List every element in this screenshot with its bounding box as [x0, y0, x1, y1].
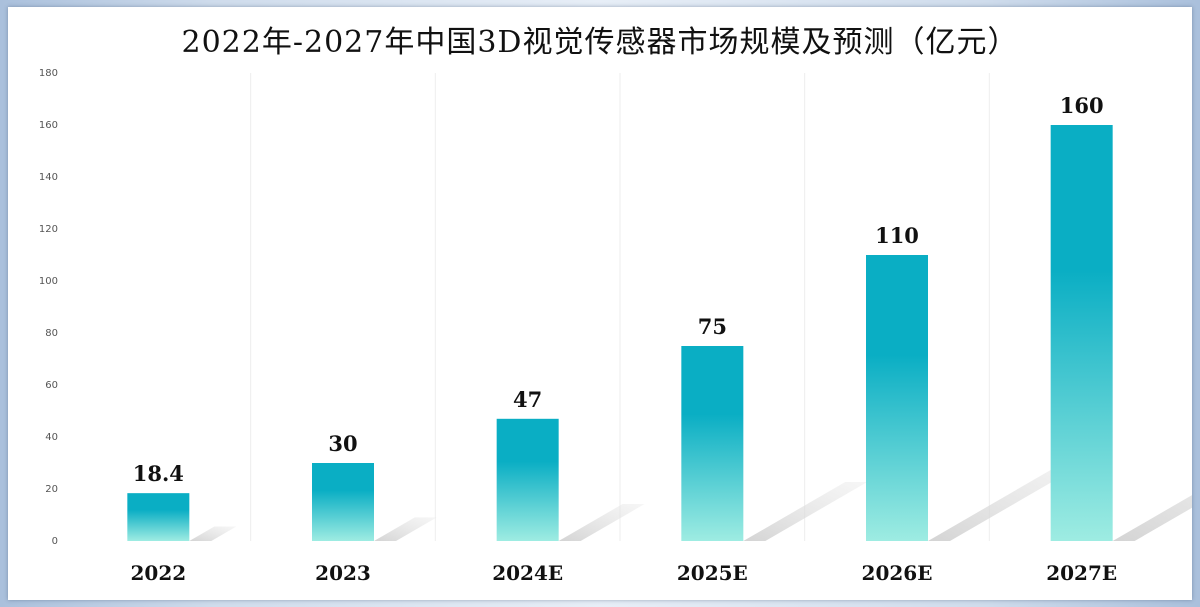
- bar-shadow: [1112, 495, 1192, 541]
- chart-title: 2022年-2027年中国3D视觉传感器市场规模及预测（亿元）: [181, 25, 1019, 60]
- chart-plate: 2022年-2027年中国3D视觉传感器市场规模及预测（亿元） 0 20 40 60 8…: [8, 7, 1192, 600]
- y-tick-label: 60: [45, 380, 58, 391]
- x-axis-ticks: 2022 2023 2024E 2025E 2026E 2027E: [130, 561, 1117, 585]
- bar-shadow: [189, 526, 237, 541]
- bar: [1050, 125, 1113, 541]
- data-label: 160: [1060, 93, 1104, 118]
- data-label: 110: [875, 223, 919, 248]
- bar: [496, 418, 559, 541]
- y-tick-label: 80: [45, 328, 58, 339]
- data-label: 18.4: [133, 461, 184, 486]
- data-label: 47: [513, 387, 542, 412]
- bar-shadow: [743, 482, 868, 541]
- y-tick-label: 160: [39, 120, 58, 131]
- x-tick-label: 2025E: [677, 561, 748, 585]
- data-label: 30: [328, 431, 357, 456]
- y-tick-label: 180: [39, 68, 58, 79]
- x-tick-label: 2022: [130, 561, 186, 585]
- y-tick-label: 100: [39, 276, 58, 287]
- x-tick-label: 2024E: [492, 561, 563, 585]
- y-tick-label: 20: [45, 484, 58, 495]
- x-tick-label: 2026E: [862, 561, 933, 585]
- bar: [127, 493, 190, 541]
- y-tick-label: 120: [39, 224, 58, 235]
- y-tick-label: 40: [45, 432, 58, 443]
- bar: [312, 463, 374, 541]
- y-axis-ticks: 0 20 40 60 80 100 120 140 160 180: [39, 68, 58, 547]
- bars: [127, 125, 1113, 541]
- grid-layer: [250, 73, 990, 541]
- bar: [681, 346, 744, 541]
- bar-shadow: [558, 504, 645, 541]
- data-labels: 18.4 30 47 75 110 160: [133, 93, 1104, 486]
- x-tick-label: 2023: [315, 561, 371, 585]
- y-tick-label: 0: [52, 536, 58, 547]
- x-tick-label: 2027E: [1046, 561, 1117, 585]
- y-tick-label: 140: [39, 172, 58, 183]
- bar: [866, 255, 928, 541]
- data-label: 75: [698, 314, 727, 339]
- bar-shadow: [374, 517, 437, 541]
